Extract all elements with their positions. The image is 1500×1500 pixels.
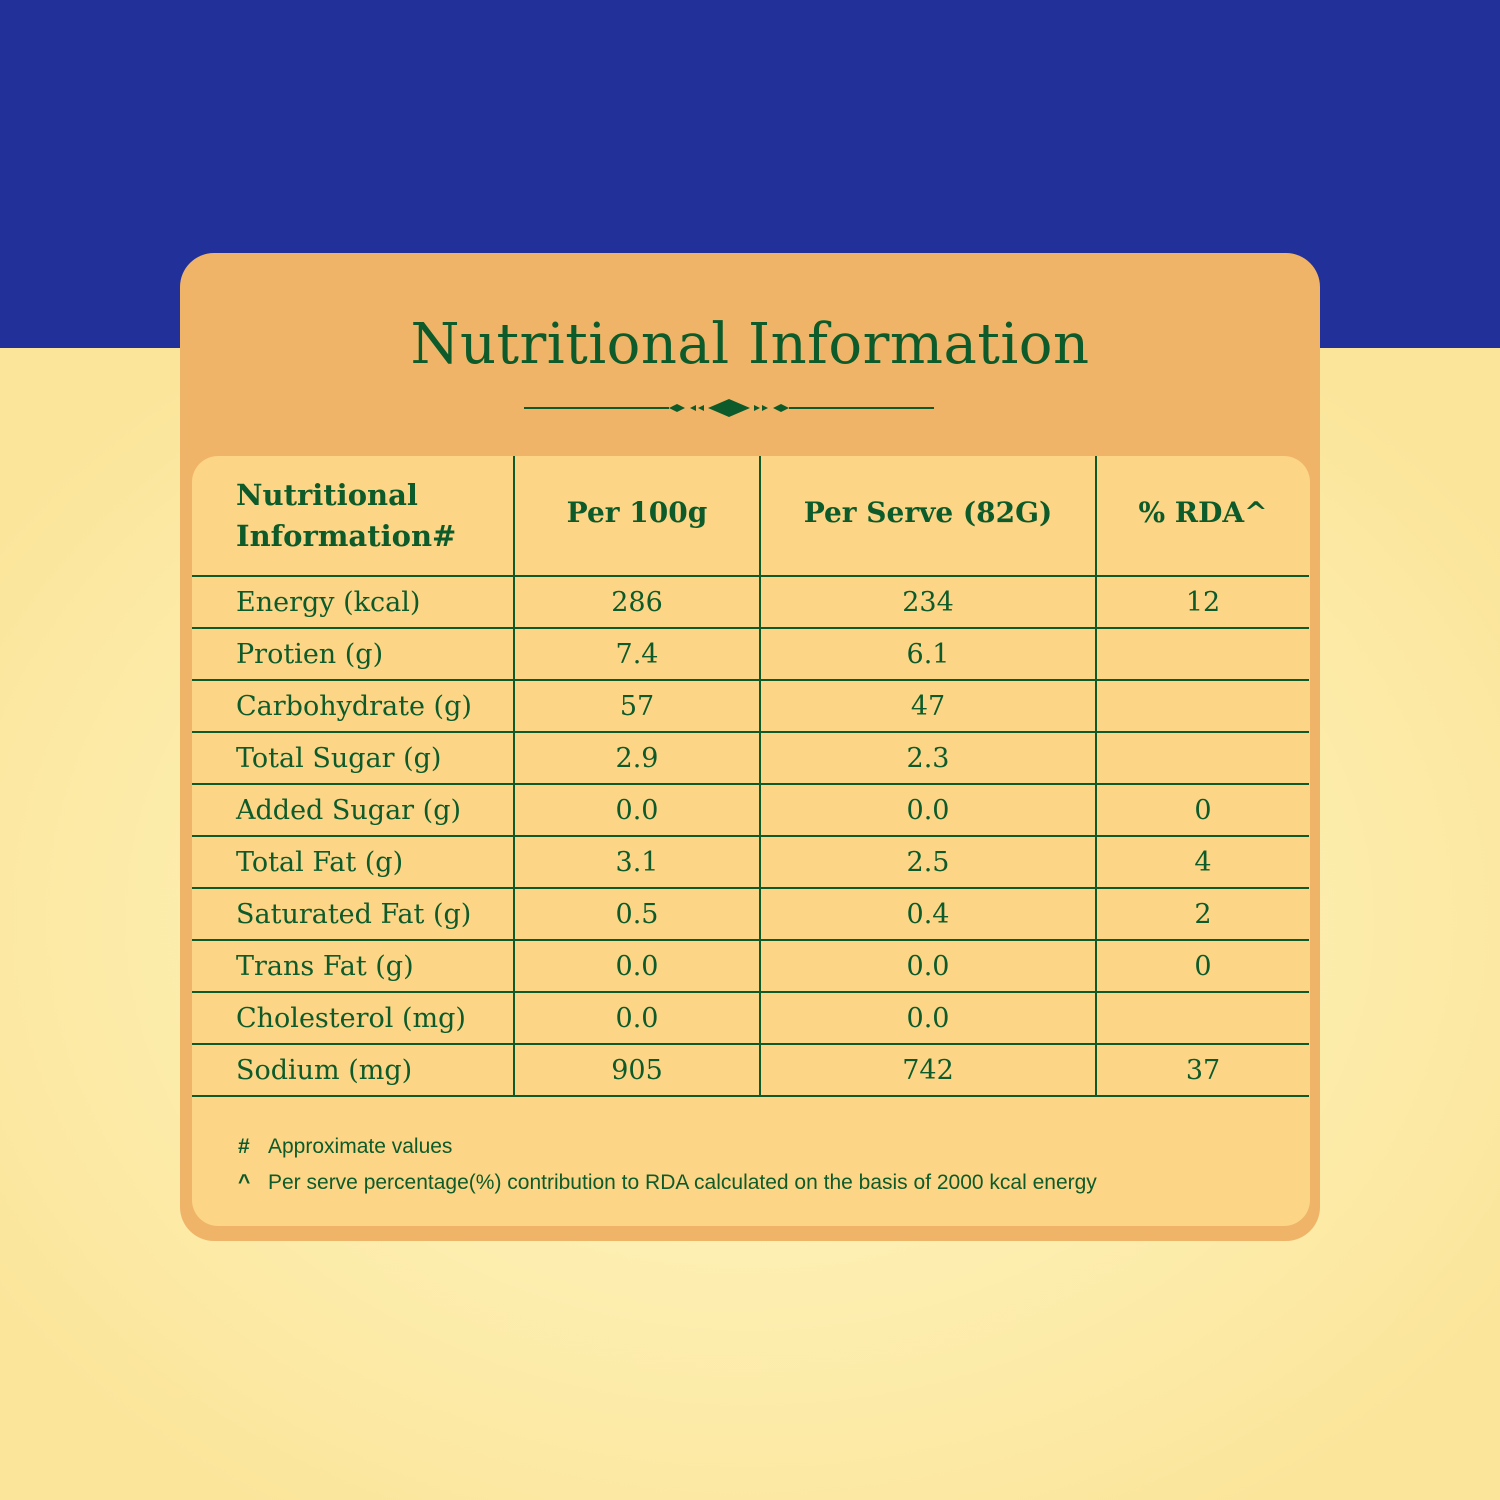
per-serve-value: 742	[759, 1044, 1096, 1097]
nutrient-name: Trans Fat (g)	[192, 940, 514, 993]
per-serve-value: 0.4	[759, 888, 1096, 941]
nutrient-name: Protien (g)	[192, 628, 514, 681]
per-serve-value: 2.5	[759, 836, 1096, 889]
nutrient-name: Sodium (mg)	[192, 1044, 514, 1097]
per-serve-value: 0.0	[759, 940, 1096, 993]
table-row: Sodium (mg) 905 742 37	[192, 1044, 1309, 1097]
table-row: Protien (g) 7.4 6.1	[192, 628, 1309, 681]
page-title: Nutritional Information	[410, 312, 1090, 377]
title-ornament-divider	[524, 399, 934, 417]
per-serve-value: 6.1	[759, 628, 1096, 681]
header-nutritional-information: Nutritional Information#	[192, 456, 514, 577]
per-100g-value: 905	[513, 1044, 760, 1097]
per-serve-value: 234	[759, 576, 1096, 629]
table-row: Cholesterol (mg) 0.0 0.0	[192, 992, 1309, 1045]
nutrition-table: Nutritional Information# Per 100g Per Ser…	[192, 456, 1309, 1097]
table-row: Total Sugar (g) 2.9 2.3	[192, 732, 1309, 785]
table-row: Energy (kcal) 286 234 12	[192, 576, 1309, 629]
footnote-symbol: #	[238, 1135, 250, 1158]
table-row: Added Sugar (g) 0.0 0.0 0	[192, 784, 1309, 837]
nutrient-name: Saturated Fat (g)	[192, 888, 514, 941]
per-100g-value: 2.9	[513, 732, 760, 785]
rda-value	[1095, 732, 1309, 785]
per-100g-value: 57	[513, 680, 760, 733]
per-100g-value: 0.0	[513, 992, 760, 1045]
footnote-text: Approximate values	[268, 1135, 453, 1158]
per-100g-value: 286	[513, 576, 760, 629]
rda-value: 2	[1095, 888, 1309, 941]
footnote-text: Per serve percentage(%) contribution to …	[268, 1171, 1097, 1194]
table-row: Carbohydrate (g) 57 47	[192, 680, 1309, 733]
rda-value	[1095, 992, 1309, 1045]
table-row: Saturated Fat (g) 0.5 0.4 2	[192, 888, 1309, 941]
nutrient-name: Cholesterol (mg)	[192, 992, 514, 1045]
table-header-row: Nutritional Information# Per 100g Per Ser…	[192, 456, 1309, 577]
nutrient-name: Total Fat (g)	[192, 836, 514, 889]
per-serve-value: 47	[759, 680, 1096, 733]
table-row: Total Fat (g) 3.1 2.5 4	[192, 836, 1309, 889]
per-100g-value: 0.0	[513, 940, 760, 993]
footnote-rda: ^ Per serve percentage(%) contribution to…	[238, 1167, 1097, 1203]
nutrient-name: Added Sugar (g)	[192, 784, 514, 837]
nutrient-name: Energy (kcal)	[192, 576, 514, 629]
rda-value: 0	[1095, 940, 1309, 993]
rda-value	[1095, 680, 1309, 733]
header-per-serve: Per Serve (82G)	[759, 456, 1096, 577]
table-row: Trans Fat (g) 0.0 0.0 0	[192, 940, 1309, 993]
header-rda: % RDA^	[1095, 456, 1309, 577]
rda-value: 37	[1095, 1044, 1309, 1097]
per-100g-value: 7.4	[513, 628, 760, 681]
per-serve-value: 0.0	[759, 992, 1096, 1045]
footnote-symbol: ^	[238, 1171, 251, 1194]
per-serve-value: 0.0	[759, 784, 1096, 837]
rda-value: 12	[1095, 576, 1309, 629]
rda-value: 0	[1095, 784, 1309, 837]
nutrient-name: Total Sugar (g)	[192, 732, 514, 785]
footnote-approximate: # Approximate values	[238, 1131, 1097, 1167]
per-serve-value: 2.3	[759, 732, 1096, 785]
rda-value: 4	[1095, 836, 1309, 889]
nutrient-name: Carbohydrate (g)	[192, 680, 514, 733]
footnotes: # Approximate values ^ Per serve percentag…	[238, 1131, 1097, 1203]
per-100g-value: 0.5	[513, 888, 760, 941]
per-100g-value: 3.1	[513, 836, 760, 889]
header-per-100g: Per 100g	[513, 456, 760, 577]
rda-value	[1095, 628, 1309, 681]
per-100g-value: 0.0	[513, 784, 760, 837]
